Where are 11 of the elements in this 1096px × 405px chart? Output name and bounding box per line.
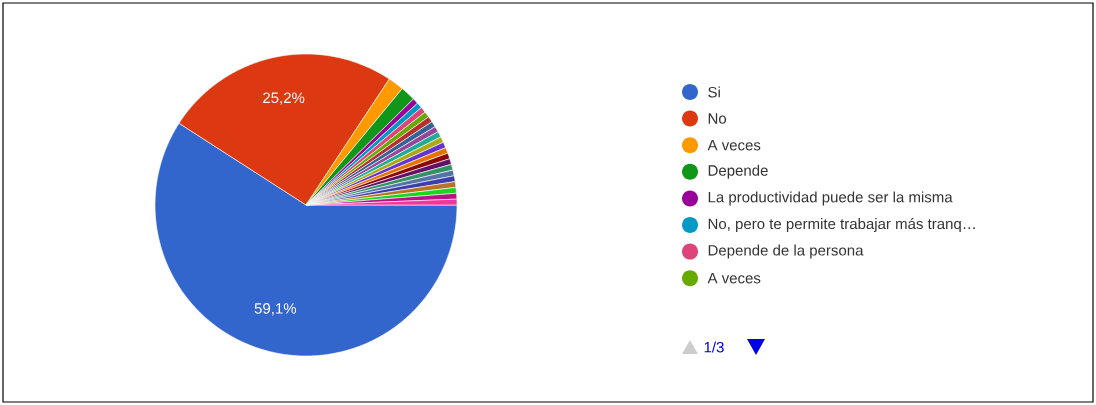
legend-label: Depende de la persona (708, 244, 864, 259)
legend-label: Depende (708, 164, 768, 179)
data-label: 59,1% (254, 303, 297, 316)
text: 1/3 (704, 341, 724, 353)
legend-label: La productividad puede ser la misma (708, 191, 953, 206)
legend-label: No, pero te permite trabajar más tranq… (708, 217, 975, 233)
legend-label: Si (708, 86, 720, 98)
legend-label: No (708, 113, 727, 124)
legend-label: A veces (707, 139, 761, 151)
legend-label: A veces (707, 272, 761, 284)
data-label: 25,2% (263, 92, 305, 105)
